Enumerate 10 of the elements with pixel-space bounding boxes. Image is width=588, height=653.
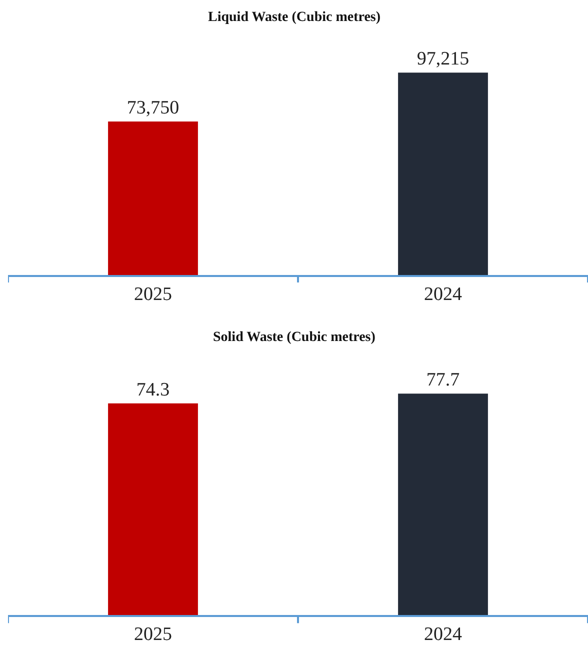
chart-title: Liquid Waste (Cubic metres)	[208, 10, 381, 25]
x-tick-label: 2025	[134, 624, 172, 645]
data-label: 74.3	[136, 379, 170, 400]
x-tick-label: 2024	[424, 284, 462, 305]
chart-title: Solid Waste (Cubic metres)	[213, 330, 376, 345]
x-tick-label: 2024	[424, 624, 462, 645]
x-tick-label: 2025	[134, 284, 172, 305]
data-label: 77.7	[426, 370, 460, 391]
data-label: 73,750	[126, 97, 180, 118]
data-label: 97,215	[416, 48, 470, 70]
